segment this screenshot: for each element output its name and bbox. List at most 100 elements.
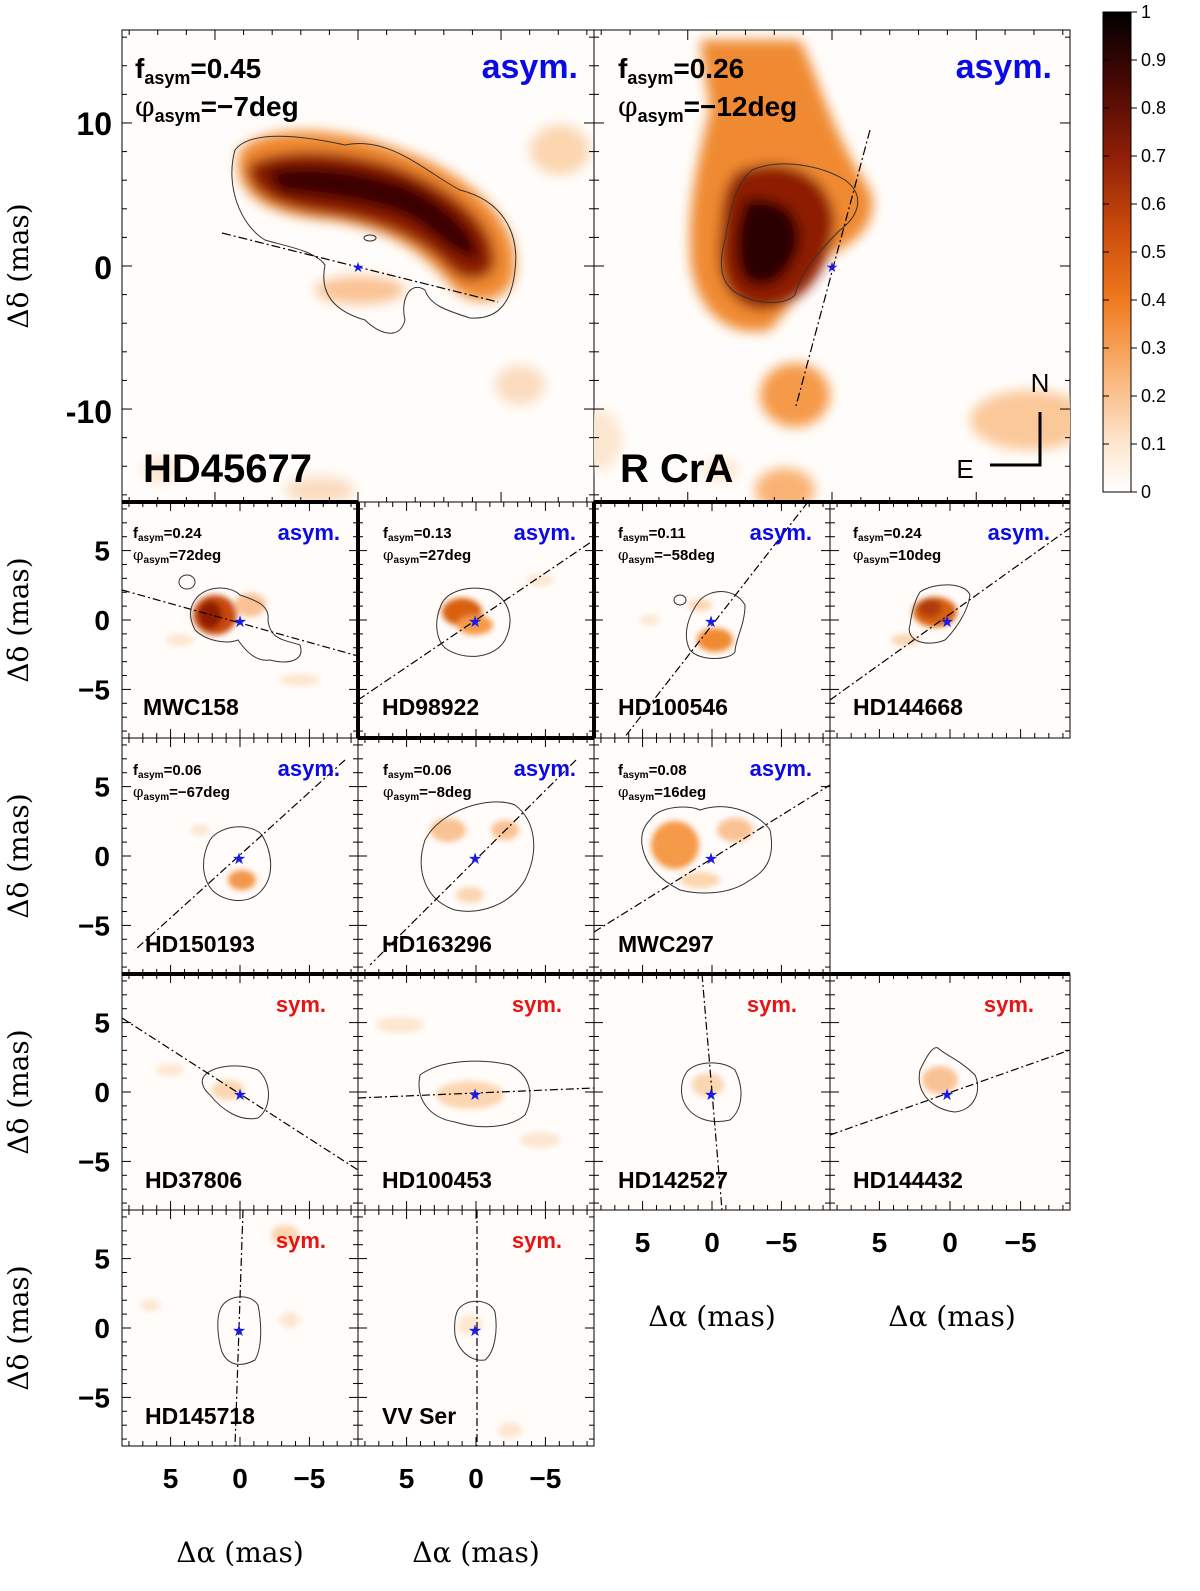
- category-label: sym.: [276, 992, 326, 1017]
- y-tick-label: −5: [78, 910, 110, 941]
- object-name: HD144432: [853, 1167, 963, 1193]
- category-label: sym.: [747, 992, 797, 1017]
- group-separators: [122, 500, 1070, 976]
- panel-mwc158: ★ fasym=0.24 φasym=72deg asym. MWC158: [121, 501, 359, 739]
- position-angle-line: [795, 129, 871, 407]
- heatmap-rcra: [594, 40, 1070, 502]
- star-icon: ★: [233, 614, 247, 631]
- y-tick-label: 5: [94, 1244, 110, 1275]
- y-axis-title: Δδ (mas): [2, 793, 35, 918]
- object-name: HD37806: [145, 1167, 242, 1193]
- panel-hd163296: ★ fasym=0.06 φasym=−8deg asym. HD163296: [357, 737, 595, 975]
- colorbar-tick-label: 0.2: [1141, 386, 1166, 406]
- panel-frame: [121, 737, 359, 975]
- position-angle-line: [134, 759, 346, 951]
- object-name: R CrA: [620, 447, 733, 491]
- panel-frame: [121, 501, 359, 739]
- y-tick-label: −5: [78, 674, 110, 705]
- y-tick-label: 5: [94, 772, 110, 803]
- panel-hd144668: ★ fasym=0.24 φasym=10deg asym. HD144668: [829, 501, 1071, 739]
- x-axis-title: Δα (mas): [648, 1300, 776, 1333]
- colorbar-tick-label: 0.8: [1141, 98, 1166, 118]
- panel-mwc297: ★ fasym=0.08 φasym=16deg asym. MWC297: [593, 737, 831, 975]
- colorbar-tick-label: 1: [1141, 2, 1151, 22]
- panel-hd45677: ★ fasym=0.45 φasym=−7deg asym. HD45677 1…: [66, 29, 595, 503]
- phi-asym-label: φasym=27deg: [383, 546, 471, 566]
- large-panel-ticks: [122, 30, 1070, 502]
- phi-asym-label: φasym=−8deg: [383, 783, 472, 803]
- colorbar-tick-label: 0.1: [1141, 434, 1166, 454]
- star-icon: ★: [940, 614, 954, 631]
- object-name: MWC297: [618, 931, 714, 957]
- category-label: asym.: [956, 48, 1052, 86]
- y-ticks-large: 10 0 -10: [66, 106, 112, 430]
- phi-asym-label: φasym=16deg: [618, 783, 706, 803]
- colorbar-tick-label: 0.9: [1141, 50, 1166, 70]
- f-asym-label: fasym=0.45: [135, 53, 261, 88]
- y-axis-title: Δδ (mas): [2, 1029, 35, 1154]
- star-icon: ★: [468, 851, 482, 868]
- colorbar-tick-label: 0.4: [1141, 290, 1166, 310]
- x-tick-label: −5: [1005, 1227, 1037, 1258]
- panel-hd150193: ★ fasym=0.06 φasym=−67deg asym. HD150193: [121, 737, 359, 975]
- star-icon: ★: [233, 1087, 247, 1104]
- y-tick-label: 0: [94, 605, 110, 636]
- f-asym-label: fasym=0.24: [853, 525, 922, 544]
- panel-hd100453: ★ sym. HD100453: [357, 973, 595, 1211]
- x-tick-label: 0: [232, 1463, 248, 1494]
- phi-asym-label: φasym=−58deg: [618, 546, 715, 566]
- position-angle-line: [221, 232, 499, 303]
- panel-vvser: ★ sym. VV Ser: [357, 1209, 595, 1447]
- panel-hd98922: ★ fasym=0.13 φasym=27deg asym. HD98922: [357, 501, 595, 739]
- star-icon: ★: [940, 1087, 954, 1104]
- category-label: asym.: [750, 756, 812, 781]
- object-name: HD144668: [853, 694, 963, 720]
- east-label: E: [956, 454, 973, 484]
- colorbar-tick-label: 0.6: [1141, 194, 1166, 214]
- panel-hd144432: ★ sym. HD144432: [829, 973, 1071, 1211]
- phi-asym-label: φasym=−7deg: [135, 90, 299, 126]
- y-tick-label: 0: [94, 250, 112, 286]
- small-panels: ★ fasym=0.24 φasym=72deg asym. MWC158 ★ …: [121, 501, 1071, 1447]
- category-label: asym.: [278, 520, 340, 545]
- star-icon: ★: [704, 851, 718, 868]
- panel-frame: [357, 737, 595, 975]
- category-label: sym.: [984, 992, 1034, 1017]
- compass: N E: [956, 368, 1049, 484]
- star-icon: ★: [352, 259, 365, 275]
- colorbar-tick-label: 0: [1141, 482, 1151, 502]
- category-label: asym.: [514, 756, 576, 781]
- star-icon: ★: [232, 851, 246, 868]
- position-angle-line: [121, 1017, 359, 1171]
- small-y-axes: 5 0 −5 5 0 −5 5 0 −5 5 0 −5: [78, 536, 110, 1414]
- x-tick-label: 0: [704, 1227, 720, 1258]
- object-name: HD100453: [382, 1167, 492, 1193]
- y-tick-label: 0: [94, 1077, 110, 1108]
- small-x-axes: 5 0 −5 5 0 −5 5 0 −5 5 0 −5: [163, 1227, 1037, 1494]
- position-angle-line: [357, 1087, 595, 1099]
- star-icon: ★: [826, 259, 839, 275]
- object-name: HD45677: [143, 447, 312, 491]
- y-tick-label: −5: [78, 1382, 110, 1413]
- object-name: HD142527: [618, 1167, 728, 1193]
- star-icon: ★: [704, 614, 718, 631]
- colorbar-ticks: 0 0.1 0.2 0.3 0.4 0.5 0.6 0.7 0.8 0.9 1: [1103, 2, 1166, 502]
- x-tick-label: 5: [399, 1463, 415, 1494]
- axis-titles: Δδ (mas) Δδ (mas) Δδ (mas) Δδ (mas) Δδ (…: [2, 203, 1016, 1569]
- north-label: N: [1031, 368, 1050, 398]
- y-tick-label: −5: [78, 1146, 110, 1177]
- category-label: sym.: [512, 992, 562, 1017]
- heatmap-hd45677: [142, 125, 590, 502]
- x-tick-label: −5: [293, 1463, 325, 1494]
- panel-hd145718: ★ sym. HD145718: [121, 1209, 359, 1447]
- object-name: HD163296: [382, 931, 492, 957]
- position-angle-line: [369, 759, 577, 966]
- position-angle-line: [121, 589, 359, 657]
- colorbar-tick-label: 0.7: [1141, 146, 1166, 166]
- colorbar-tick-label: 0.3: [1141, 338, 1166, 358]
- x-axis-title: Δα (mas): [176, 1536, 304, 1569]
- object-name: HD100546: [618, 694, 728, 720]
- panel-rcra: ★ fasym=0.26 φasym=−12deg asym. R CrA N …: [593, 29, 1071, 503]
- category-label: asym.: [482, 48, 578, 86]
- colorbar: 0 0.1 0.2 0.3 0.4 0.5 0.6 0.7 0.8 0.9 1: [1102, 2, 1166, 502]
